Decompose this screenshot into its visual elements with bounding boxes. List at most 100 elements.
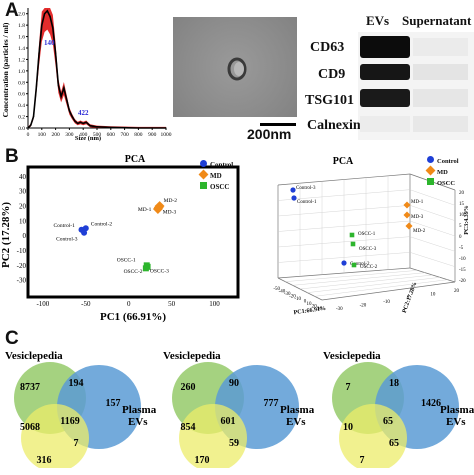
legend-item: Control [200,160,233,171]
venn-circle-exocarta [339,404,407,468]
pca-3d-point-md [405,222,413,230]
venn-count-all-three: 65 [383,416,393,427]
nta-data-point [41,24,43,26]
pca-2d-point-label: Control-2 [91,221,113,227]
pca-3d-point-label: MD-1 [411,200,424,205]
pca-3d-point-label: MD-3 [411,215,424,220]
nta-data-point [82,122,84,125]
pca-3d-legend: Control MD OSCC [425,156,459,189]
pca-3d-point-label: MD-2 [413,229,426,234]
pca-3d-point-oscc [351,262,357,268]
legend-label: OSCC [210,183,230,191]
pca-3d-x-tick-label: 20 [312,305,318,310]
legend-item: Control [427,156,459,167]
legend-item: MD [198,169,233,182]
nta-data-point [74,120,76,122]
pca-3d-grid [409,252,456,267]
pca-3d-point-label: OSCC-1 [358,232,376,237]
pca-3d-y-tick-label: 20 [454,289,460,294]
pca-2d-title: PCA [125,154,146,165]
legend-item: MD [425,165,459,178]
venn-label-vesiclepedia: Vesiclepedia [5,350,63,362]
pca-2d-x-tick-label: 50 [168,300,176,308]
nta-data-point [110,126,112,129]
pca-2d-x-tick-label: -50 [81,300,91,308]
pca-3d-x-tick-label: 30 [317,307,323,312]
pca-3d-x-tick-label: -40 [279,290,286,295]
venn-label-plasma: EVs [286,416,306,428]
pca-3d-grid [409,220,456,237]
nta-ylabel: Concentration (particles / ml) [1,22,10,117]
pca-2d-point-label: OSCC-1 [117,257,136,263]
pca-3d-grid [409,189,456,206]
pca-3d-xlabel: PC1:66.91% [293,306,326,316]
nta-y-tick-label: 1.2 [18,57,25,63]
pca-3d-point-label: OSCC-3 [359,247,377,252]
venn-label-plasma: Plasma [280,404,314,416]
venn-count-all-three: 601 [221,416,236,427]
venn-count-vesiclepedia-plasma: 194 [69,378,84,389]
pca-3d-title: PCA [333,156,354,167]
nta-y-tick-label: 2.0 [18,12,25,18]
pca-3d-grid [314,279,448,297]
panel-letter-a: A [5,0,19,21]
circle-icon [427,156,434,163]
pca-3d-grid [409,205,456,221]
nta-data-point [165,127,167,129]
venn-count-plasma-exocarta: 7 [74,438,79,449]
pca-3d-x-tick-label: -20 [289,295,296,300]
venn-label-exocarta: Exocarta [158,466,201,468]
nta-data-point [38,53,40,55]
pca-3d-box [277,173,456,301]
pca-2d-y-tick-label: -20 [17,262,27,270]
venn-count-plasma-only: 157 [106,398,121,409]
nta-y-tick-label: 1.0 [18,69,25,75]
blot-band-calnexin-evs [360,116,410,132]
nta-data-point [35,87,37,89]
pca-3d-z-tick-label: 0 [459,235,462,240]
venn-label-plasma: Plasma [440,404,474,416]
nta-error-band [28,8,166,128]
venn-circle-exocarta [21,404,89,468]
pca-3d-x-tick-label: -30 [284,292,291,297]
nta-data-point [68,110,70,112]
nta-x-tick-label: 600 [107,132,116,138]
venn-label-exocarta: Exocarta [318,466,361,468]
legend-label: Control [210,161,234,169]
panel-letter-c: C [5,328,19,349]
legend-label: OSCC [437,180,456,187]
pca-3d-point-control [291,195,297,201]
pca-3d-point-label: Control-2 [350,262,370,267]
nta-data-point [96,126,98,128]
nta-data-point [52,27,54,29]
pca-3d-point-label: Control-3 [296,186,316,191]
pca-2d-x-tick-label: 100 [209,300,220,308]
pca-2d-point-label: Control-3 [56,237,78,243]
blot-band-cd63 [360,36,410,58]
nta-y-tick-label: 1.6 [18,35,25,41]
venn-count-vesiclepedia-exocarta: 5068 [20,422,40,433]
pca-2d-y-tick-label: 20 [19,203,27,211]
pca-3d-y-tick-label: 0 [407,296,410,301]
pca-3d-x-tick-label: 10 [307,302,313,307]
venn-count-vesiclepedia-plasma: 18 [389,378,399,389]
nta-x-tick-label: 0 [27,132,30,138]
nta-data-point [63,87,65,89]
nta-x-tick-label: 100 [38,132,47,138]
pca-2d-y-tick-label: 40 [19,173,27,181]
pca-3d-point-control [341,260,347,266]
pca-2d-point-label: OSCC-2 [124,269,143,275]
pca-2d-point-label: Control-1 [54,223,76,229]
pca-2d-points: Control-1 Control-2 Control-3 MD-1 MD-2 MD-3 O… [54,198,178,275]
venn-label-plasma: Plasma [122,404,156,416]
nta-y-tick-label: 0.0 [18,126,25,132]
pca-2d-y-tick-label: -30 [17,277,27,285]
pca-3d-point-md [403,211,411,219]
venn-label-exocarta: Exocarta [0,466,43,468]
nta-xlabel: Size (nm) [75,135,101,142]
venn-count-exocarta-only: 316 [37,455,52,466]
pca-2d-x-tick-label: -100 [36,300,49,308]
nta-x-tick-label: 800 [134,132,143,138]
pca-3d-z-tick-label: 5 [459,224,462,229]
